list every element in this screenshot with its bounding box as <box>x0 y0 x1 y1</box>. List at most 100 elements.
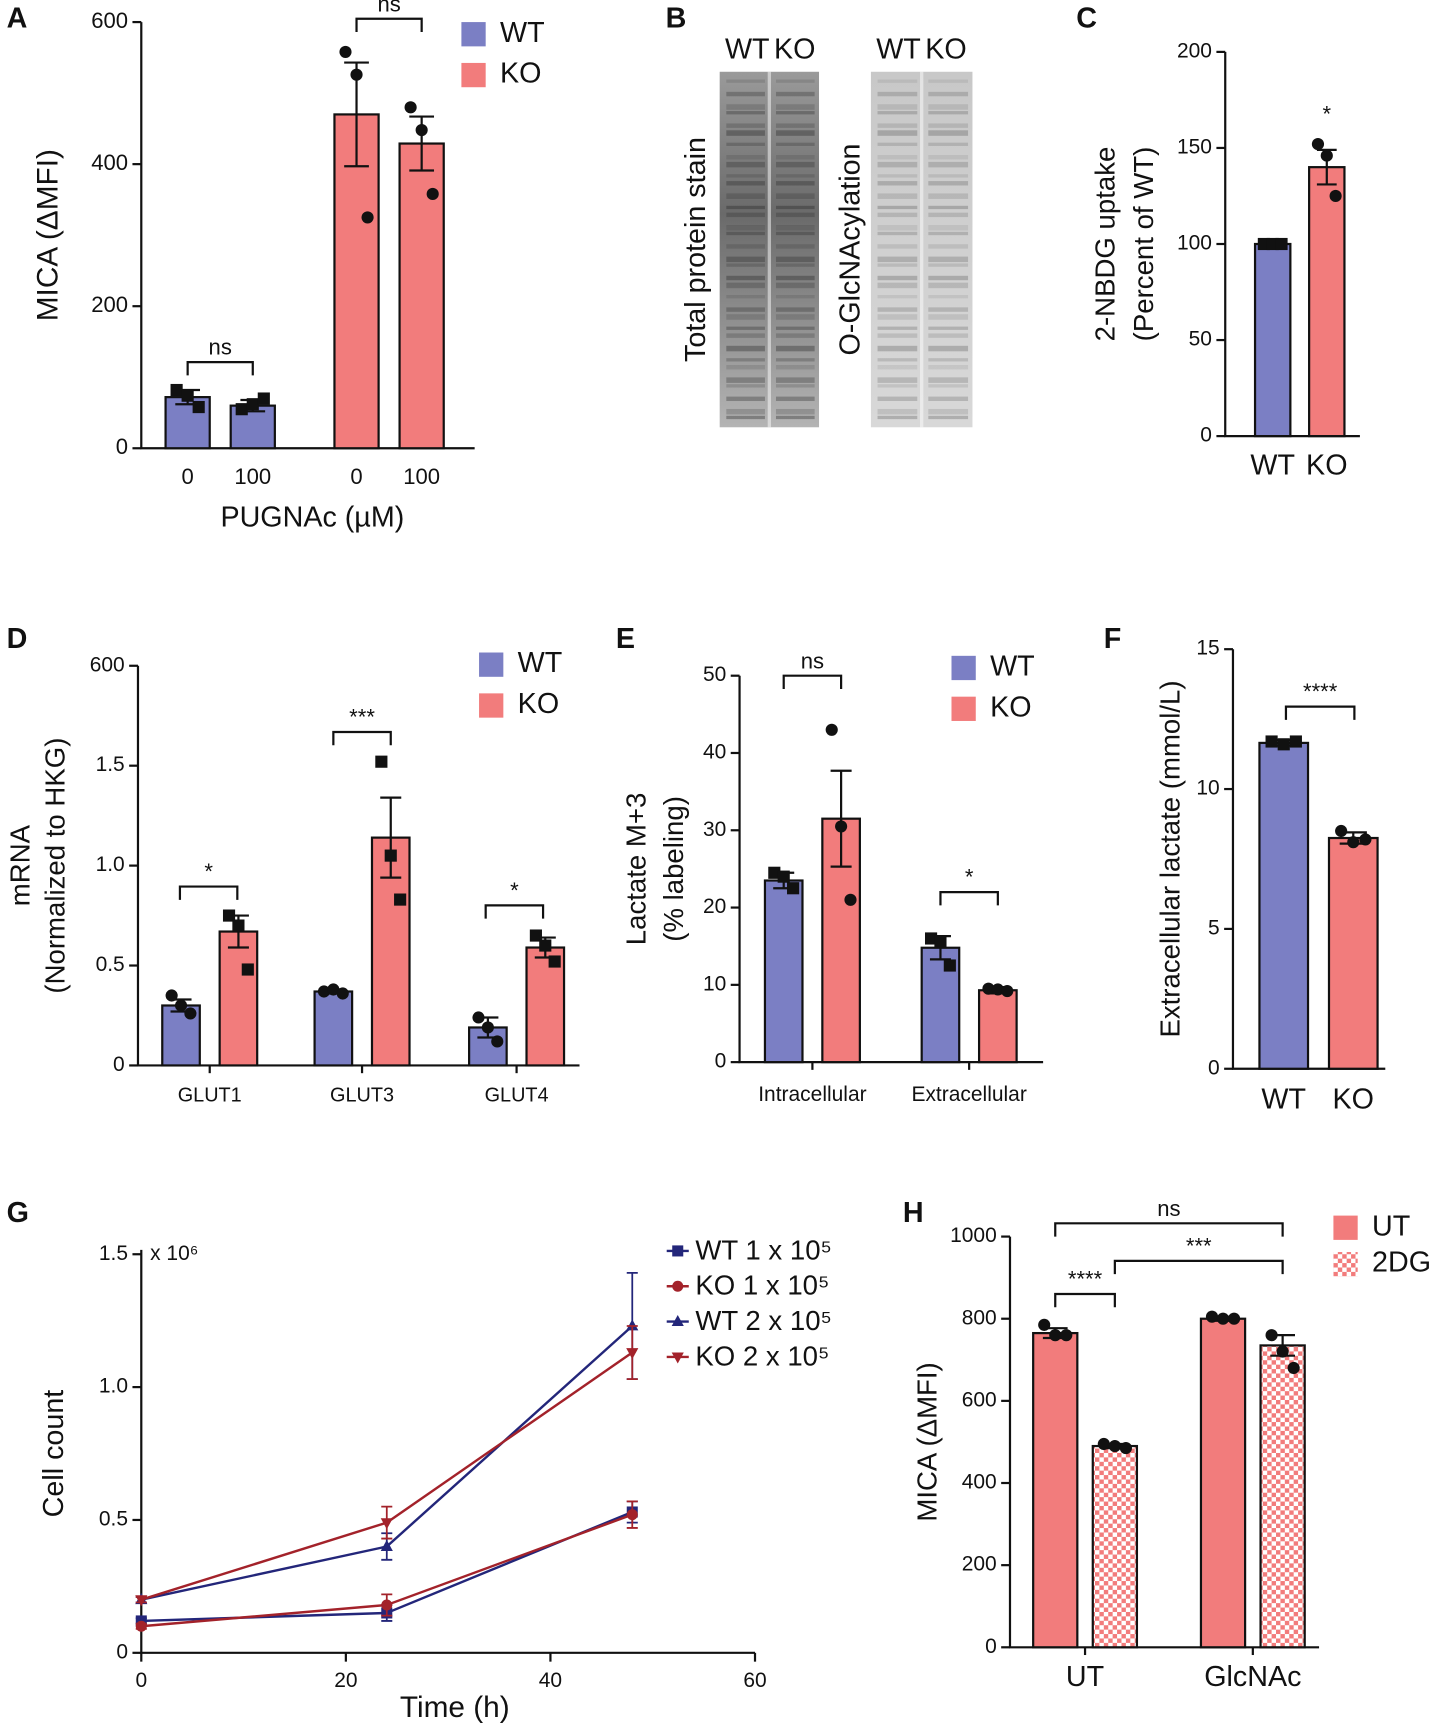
blot-band <box>877 104 918 110</box>
blot-band <box>775 231 815 236</box>
x-tick-label: GLUT3 <box>330 1085 394 1107</box>
data-point <box>943 959 956 972</box>
blot-band <box>775 333 815 338</box>
bar <box>977 989 1018 1064</box>
blot-band <box>775 104 815 110</box>
legend-swatch <box>951 655 976 681</box>
blot-band <box>928 384 969 388</box>
blot-band <box>726 111 765 115</box>
data-point <box>241 963 254 976</box>
data-point <box>1001 984 1014 998</box>
blot-band <box>775 377 815 383</box>
data-point <box>1359 833 1372 846</box>
y-tick-label: 600 <box>962 1388 997 1411</box>
panel-letter: E <box>616 623 635 655</box>
blot-band <box>775 396 815 402</box>
blot-band <box>877 174 918 178</box>
blot-band <box>726 193 765 199</box>
panel-letter: F <box>1104 623 1122 655</box>
blot-band <box>928 263 969 267</box>
blot-band <box>877 314 918 320</box>
blot-band <box>775 408 815 415</box>
significance-bracket <box>178 885 239 900</box>
blot-band <box>726 212 765 218</box>
y-tick-label: 1.5 <box>96 753 125 776</box>
blot-band <box>726 79 765 83</box>
significance-label: ns <box>1157 1196 1180 1221</box>
blot-band <box>775 174 815 178</box>
blot-band <box>877 415 918 420</box>
blot-band <box>928 256 969 263</box>
blot-band <box>726 415 765 420</box>
y-tick-label: 0 <box>1208 1056 1220 1079</box>
y-tick-label: 0 <box>116 434 128 459</box>
blot-band <box>726 256 765 263</box>
x-tick-label: 0 <box>135 1669 147 1692</box>
blot-band <box>726 174 765 178</box>
blot-band <box>726 263 765 267</box>
blot-band <box>775 415 815 420</box>
blot-band <box>877 181 918 186</box>
blot-band <box>877 244 918 249</box>
data-point <box>1227 1312 1241 1325</box>
bar <box>333 113 380 450</box>
data-point <box>626 1319 639 1331</box>
legend-swatch <box>1333 1215 1358 1240</box>
blot-band <box>877 155 918 160</box>
y-tick-label: 0 <box>715 1050 727 1073</box>
data-point <box>384 849 397 862</box>
data-point <box>1335 824 1348 838</box>
blot-band <box>928 111 969 115</box>
blot-band <box>775 326 815 330</box>
data-point <box>181 389 194 402</box>
data-point <box>380 1518 393 1530</box>
significance-bracket <box>1054 1222 1284 1237</box>
significance-label: *** <box>349 705 375 730</box>
blot-band <box>928 377 969 383</box>
data-point <box>924 932 938 945</box>
axes <box>140 1249 756 1654</box>
blot-band <box>726 333 765 338</box>
data-point <box>1119 1442 1132 1455</box>
blot-band <box>928 314 969 320</box>
x-tick-label: GLUT4 <box>485 1085 549 1107</box>
legend-marker <box>671 1352 684 1364</box>
data-point <box>1277 738 1290 751</box>
y-tick-label: 40 <box>703 741 726 764</box>
blot-band <box>928 104 969 110</box>
legend-label: KO 2 x 10⁵ <box>695 1340 829 1371</box>
data-point <box>165 989 178 1002</box>
data-point <box>1205 1310 1219 1323</box>
blot-band <box>726 314 765 320</box>
blot-band <box>877 142 918 146</box>
blot-band <box>775 91 815 97</box>
blot-band <box>775 282 815 289</box>
data-point <box>184 1007 197 1020</box>
data-point <box>825 723 838 736</box>
x-tick-label: 60 <box>743 1669 766 1692</box>
line <box>140 1351 633 1601</box>
y-tick-label: 50 <box>703 663 726 686</box>
blot-band <box>928 142 969 146</box>
legend-label: WT 1 x 10⁵ <box>695 1234 832 1265</box>
data-point <box>174 999 188 1012</box>
blot-label: O-GlcNAcylation <box>835 143 867 355</box>
blot-band <box>928 174 969 178</box>
significance-bracket <box>355 17 423 33</box>
blot-band <box>877 295 918 299</box>
blot-band <box>877 193 918 199</box>
legend-label: KO 1 x 10⁵ <box>695 1270 829 1301</box>
blot-band <box>877 130 918 136</box>
bar <box>1091 1444 1139 1649</box>
x-tick-label: KO <box>1306 450 1347 482</box>
significance-label: ns <box>209 335 232 360</box>
blot-band <box>775 181 815 186</box>
blot-band <box>877 396 918 402</box>
data-point <box>1049 1329 1062 1342</box>
legend-label: 2DG <box>1372 1247 1431 1279</box>
blot-band <box>928 155 969 160</box>
data-point <box>415 123 428 137</box>
y-tick-label: 200 <box>91 292 128 317</box>
blot-band <box>726 377 765 383</box>
data-point <box>394 893 407 906</box>
